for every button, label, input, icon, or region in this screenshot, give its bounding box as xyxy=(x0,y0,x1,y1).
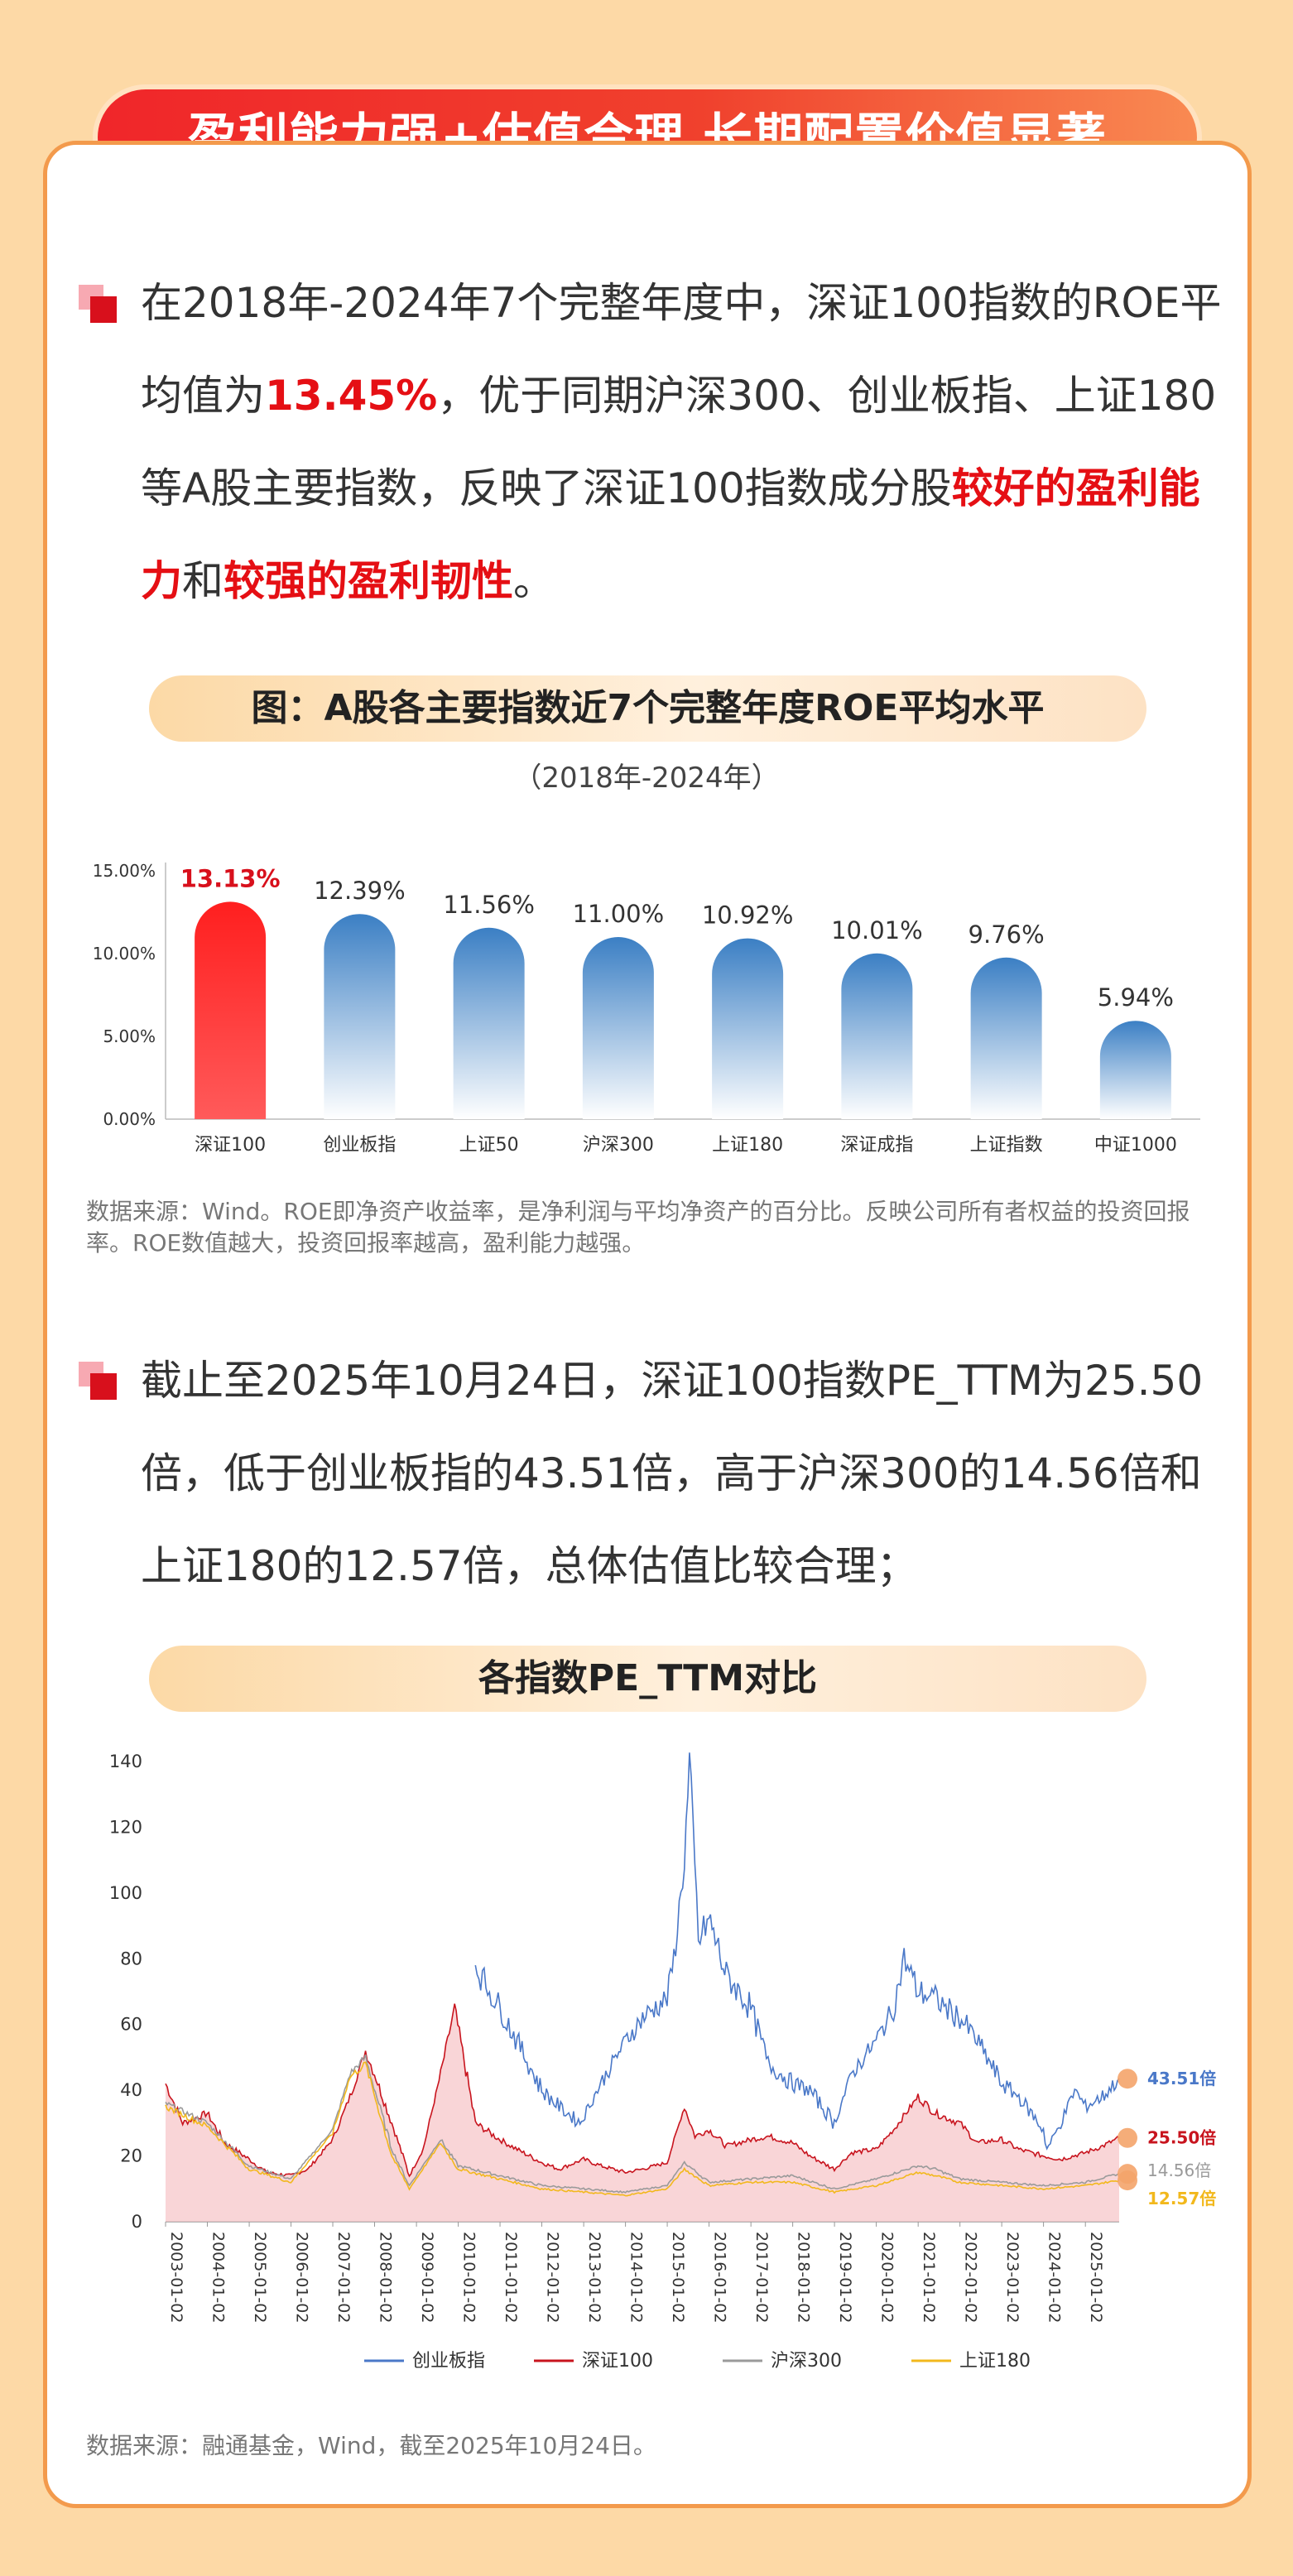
y-tick-label: 0 xyxy=(132,2212,142,2232)
x-tick-label: 2007-01-02 xyxy=(334,2232,353,2323)
chart2-title: 各指数PE_TTM对比 xyxy=(149,1646,1146,1712)
series-line-0 xyxy=(474,1752,1120,2151)
end-value-label: 43.51倍 xyxy=(1147,2069,1216,2088)
bar-4 xyxy=(712,938,784,1119)
roe-highlight-value: 13.45% xyxy=(265,372,438,420)
legend-label: 沪深300 xyxy=(771,2351,842,2372)
bullet-icon xyxy=(79,1362,118,1401)
bar-value-label: 13.13% xyxy=(180,864,281,892)
y-tick-label: 80 xyxy=(120,1949,142,1968)
bar-value-label: 10.01% xyxy=(831,916,923,944)
x-tick-label: 2005-01-02 xyxy=(251,2232,269,2323)
y-tick-label: 60 xyxy=(120,2015,142,2035)
bar-6 xyxy=(970,957,1042,1119)
x-tick-label: 2019-01-02 xyxy=(836,2232,854,2323)
roe-highlight-1: 较好的盈利能力 xyxy=(141,464,1200,605)
series-line-3 xyxy=(165,2061,1120,2197)
x-tick-label: 2009-01-02 xyxy=(418,2232,436,2323)
x-tick-label: 2011-01-02 xyxy=(502,2232,520,2323)
series-line-2 xyxy=(165,2054,1120,2194)
bar-5 xyxy=(841,953,913,1119)
chart2-source-note: 数据来源：融通基金，Wind，截至2025年10月24日。 xyxy=(86,2432,656,2459)
end-value-label: 12.57倍 xyxy=(1147,2189,1216,2208)
pe-paragraph: 截止至2025年10月24日，深证100指数PE_TTM为25.50倍，低于创业… xyxy=(141,1357,1204,1590)
x-tick-label: 2017-01-02 xyxy=(752,2232,771,2323)
end-marker xyxy=(1118,2069,1137,2089)
bar-value-label: 11.00% xyxy=(573,900,665,928)
x-tick-label: 2008-01-02 xyxy=(376,2232,394,2323)
y-tick-label: 40 xyxy=(120,2080,142,2100)
x-category-label: 中证1000 xyxy=(1094,1135,1177,1156)
x-tick-label: 2016-01-02 xyxy=(711,2232,729,2323)
x-tick-label: 2022-01-02 xyxy=(962,2232,980,2323)
end-marker xyxy=(1118,2170,1137,2191)
roe-bar-chart: 0.00% 5.00% 10.00% 15.00% 13.13% 深证100 12.39% 创… xyxy=(93,861,1200,1156)
x-category-label: 上证50 xyxy=(459,1135,519,1156)
legend-label: 上证180 xyxy=(959,2351,1031,2372)
y-tick-label: 5.00% xyxy=(103,1026,156,1046)
roe-paragraph: 在2018年-2024年7个完整年度中，深证100指数的ROE平均值为13.45… xyxy=(141,257,1225,627)
bar-3 xyxy=(582,937,654,1119)
y-tick-label: 100 xyxy=(109,1883,142,1903)
x-category-label: 创业板指 xyxy=(323,1135,396,1156)
x-category-label: 沪深300 xyxy=(583,1135,654,1156)
bar-value-label: 10.92% xyxy=(702,901,794,930)
x-tick-label: 2021-01-02 xyxy=(920,2232,938,2323)
bullet-icon xyxy=(79,285,118,324)
x-tick-label: 2013-01-02 xyxy=(585,2232,603,2323)
x-tick-label: 2020-01-02 xyxy=(878,2232,896,2323)
roe-text-1: 在2018年-2024年7个完整年度中，深证100指数的ROE平均值为 xyxy=(141,279,1222,420)
x-tick-label: 2014-01-02 xyxy=(627,2232,646,2323)
x-category-label: 上证指数 xyxy=(970,1135,1043,1156)
bar-0 xyxy=(195,901,267,1119)
bar-value-label: 11.56% xyxy=(443,891,535,919)
sz100-area xyxy=(166,2003,1119,2222)
y-tick-label: 140 xyxy=(109,1752,142,1771)
y-tick-label: 10.00% xyxy=(93,944,156,964)
x-tick-label: 2023-01-02 xyxy=(1003,2232,1021,2323)
roe-highlight-2: 较强的盈利韧性 xyxy=(224,557,513,605)
roe-text-4: 。 xyxy=(513,557,555,605)
x-category-label: 上证180 xyxy=(712,1135,783,1156)
legend-label: 深证100 xyxy=(582,2351,653,2372)
x-tick-label: 2003-01-02 xyxy=(167,2232,185,2323)
y-tick-label: 15.00% xyxy=(93,861,156,881)
pe-line-chart: 0 20 40 60 80 100 120 140 2003-01-02 2004-01-02 20… xyxy=(109,1752,1216,2372)
x-tick-label: 2015-01-02 xyxy=(669,2232,687,2323)
bar-1 xyxy=(324,914,396,1119)
x-tick-label: 2012-01-02 xyxy=(544,2232,562,2323)
series-line-1 xyxy=(165,2003,1120,2178)
end-marker xyxy=(1118,2127,1137,2148)
chart1-subtitle: （2018年-2024年） xyxy=(513,762,780,795)
x-tick-label: 2006-01-02 xyxy=(293,2232,311,2323)
legend-label: 创业板指 xyxy=(412,2351,485,2372)
x-tick-label: 2025-01-02 xyxy=(1087,2232,1105,2323)
x-tick-label: 2004-01-02 xyxy=(209,2232,227,2323)
bar-2 xyxy=(453,927,525,1119)
content-card xyxy=(43,141,1252,2508)
chart1-source-note: 数据来源：Wind。ROE即净资产收益率，是净利润与平均净资产的百分比。反映公司… xyxy=(86,1198,1190,1257)
bar-value-label: 12.39% xyxy=(314,877,406,905)
bar-value-label: 9.76% xyxy=(969,920,1045,949)
x-category-label: 深证成指 xyxy=(840,1135,913,1156)
chart1-title: 图：A股各主要指数近7个完整年度ROE平均水平 xyxy=(149,675,1146,742)
end-value-label: 25.50倍 xyxy=(1147,2128,1216,2148)
roe-text-3: 和 xyxy=(182,557,224,605)
x-tick-label: 2024-01-02 xyxy=(1045,2232,1064,2323)
x-tick-label: 2010-01-02 xyxy=(460,2232,478,2323)
end-value-label: 14.56倍 xyxy=(1147,2160,1211,2180)
y-tick-label: 120 xyxy=(109,1817,142,1837)
x-category-label: 深证100 xyxy=(195,1135,266,1156)
roe-text-2: ，优于同期沪深300、创业板指、上证180等A股主要指数，反映了深证100指数成… xyxy=(141,372,1217,512)
bar-value-label: 5.94% xyxy=(1098,983,1174,1012)
y-tick-label: 20 xyxy=(120,2146,142,2166)
bar-7 xyxy=(1099,1021,1171,1119)
y-tick-label: 0.00% xyxy=(103,1109,156,1129)
x-tick-label: 2018-01-02 xyxy=(795,2232,813,2323)
